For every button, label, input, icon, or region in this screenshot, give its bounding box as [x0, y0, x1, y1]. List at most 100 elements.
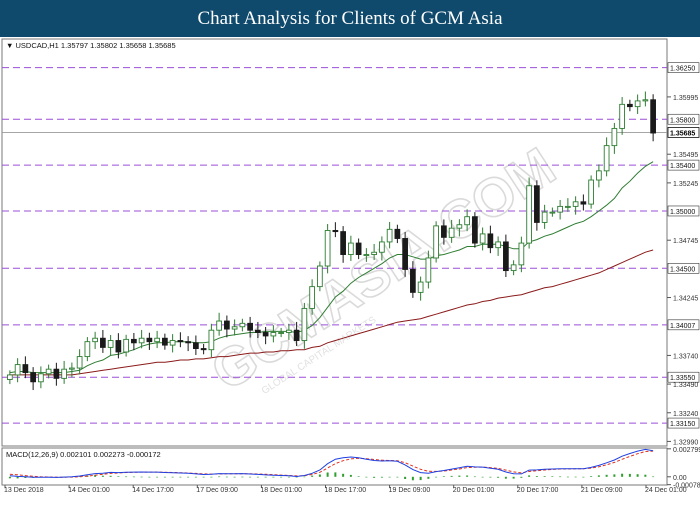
macd-histogram-bar: [94, 475, 97, 477]
candle-bull: [169, 340, 176, 346]
candle-bull: [231, 326, 238, 330]
chart-area: GCMASIA.COM GLOBAL CAPITAL MARKETS 1.3599…: [0, 37, 700, 500]
candle-bull: [510, 264, 517, 272]
level-price-tag: [667, 205, 700, 217]
x-axis-label: 18 Dec 17:00: [325, 487, 367, 494]
candle-bear: [472, 216, 478, 244]
macd-histogram-bar: [528, 475, 531, 477]
x-axis-label: 24 Dec 01:00: [645, 487, 687, 494]
candle-bull: [371, 251, 377, 255]
macd-histogram-bar: [241, 476, 244, 478]
candle-bull: [301, 307, 308, 341]
macd-histogram-bar: [551, 476, 554, 477]
price-axis-label: 1.35495: [673, 152, 698, 159]
macd-histogram-bar: [357, 476, 360, 477]
candle-bear: [394, 228, 401, 239]
macd-histogram-bar: [543, 476, 546, 477]
macd-histogram-bar: [249, 476, 252, 478]
macd-histogram-bar: [303, 476, 306, 478]
macd-histogram-bar: [132, 476, 135, 478]
candle-bear: [255, 329, 261, 333]
price-axis-label: 1.35995: [673, 95, 698, 102]
macd-histogram-bar: [644, 474, 647, 477]
macd-histogram-bar: [605, 474, 608, 477]
macd-histogram-bar: [466, 475, 469, 477]
macd-histogram-bar: [590, 476, 593, 477]
macd-histogram-bar: [497, 476, 500, 478]
candle-bear: [332, 230, 339, 233]
candle-bear: [193, 342, 199, 349]
x-axis-label: 20 Dec 17:00: [517, 487, 559, 494]
macd-histogram-bar: [458, 475, 461, 477]
candle-bull: [456, 224, 463, 229]
macd-panel: 0.002799 0.00-0.000786 MACD(12,26,9) 0.002…: [1, 447, 700, 490]
macd-histogram-bar: [388, 476, 391, 478]
candle-bear: [100, 337, 106, 348]
candle-bull: [611, 127, 618, 147]
candle-bull: [107, 340, 114, 348]
candle-bull: [642, 99, 649, 102]
macd-histogram-bar: [16, 476, 19, 479]
candle-bull: [565, 205, 571, 208]
candle-bear: [402, 238, 408, 270]
macd-histogram-bar: [109, 475, 112, 477]
header-bar: Chart Analysis for Clients of GCM Asia: [0, 0, 700, 37]
candle-bear: [131, 338, 137, 344]
macd-histogram-bar: [210, 476, 213, 478]
macd-histogram-bar: [295, 476, 298, 478]
macd-histogram-bar: [318, 474, 321, 477]
macd-histogram-bar: [24, 476, 27, 478]
macd-histogram-bar: [427, 476, 430, 479]
x-axis-label: 19 Dec 09:00: [389, 487, 431, 494]
macd-histogram-bar: [163, 476, 166, 478]
macd-histogram-bar: [311, 475, 314, 477]
macd-histogram-bar: [8, 476, 11, 479]
current-price-tag: [667, 127, 700, 138]
macd-histogram-bar: [559, 476, 562, 478]
macd-histogram-bar: [574, 476, 577, 478]
candle-bull: [286, 329, 292, 333]
macd-histogram-bar: [566, 476, 569, 478]
candle-bull: [216, 320, 222, 331]
candle-bull: [379, 241, 385, 253]
macd-histogram-bar: [613, 474, 616, 477]
macd-histogram-bar: [349, 474, 352, 477]
moving-average-fast: [9, 161, 654, 374]
candle-bear: [200, 348, 207, 351]
macd-histogram-bar: [256, 476, 259, 478]
candle-bull: [363, 254, 370, 256]
main-panel-border: [1, 38, 668, 447]
macd-histogram-bar: [125, 476, 128, 478]
candle-bear: [146, 337, 153, 343]
macd-histogram-bar: [396, 476, 399, 478]
candle-bull: [526, 185, 532, 244]
macd-histogram-bar: [179, 476, 182, 478]
candle-bull: [278, 332, 284, 334]
candle-bull: [7, 374, 13, 380]
macd-histogram-bar: [101, 475, 104, 477]
macd-histogram-bar: [156, 476, 159, 478]
candle-bear: [30, 372, 36, 383]
macd-histogram-bar: [272, 476, 275, 478]
candle-bull: [69, 367, 75, 370]
candle-bull: [433, 225, 439, 259]
candle-bull: [138, 337, 145, 344]
candle-bear: [410, 268, 416, 293]
x-axis-label: 14 Dec 17:00: [132, 487, 174, 494]
candle-bear: [503, 241, 509, 272]
macd-histogram-bar: [334, 472, 337, 477]
price-axis-label: 1.33490: [673, 382, 698, 389]
level-price-tag: [667, 319, 700, 331]
candle-bear: [627, 103, 633, 108]
candle-bull: [348, 242, 354, 255]
level-price-tag: [667, 113, 700, 125]
candle-bull: [123, 338, 129, 353]
level-price-tag: [667, 159, 700, 171]
candle-bear: [487, 233, 494, 249]
candle-bear: [185, 341, 191, 344]
candle-bull: [557, 205, 563, 213]
macd-histogram-bar: [512, 476, 515, 479]
candle-bear: [162, 337, 168, 346]
candle-bear: [580, 201, 587, 205]
